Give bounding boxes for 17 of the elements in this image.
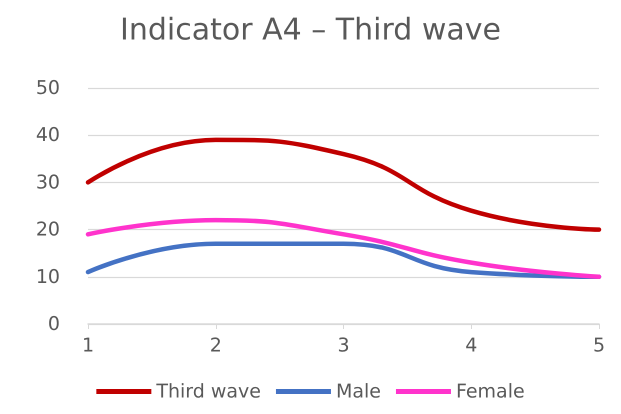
x-tick-label: 3 bbox=[337, 334, 350, 356]
x-tick-label: 5 bbox=[592, 334, 606, 356]
x-tick-label: 4 bbox=[465, 334, 478, 356]
x-tick-label: 1 bbox=[82, 334, 94, 356]
chart-title: Indicator A4 – Third wave bbox=[120, 12, 501, 48]
legend-label: Female bbox=[456, 380, 525, 402]
y-tick-label: 50 bbox=[36, 77, 60, 99]
y-tick-label: 0 bbox=[48, 313, 60, 335]
y-tick-label: 40 bbox=[36, 124, 60, 146]
x-tick-label: 2 bbox=[210, 334, 222, 356]
line-series bbox=[86, 218, 602, 280]
y-tick-label: 20 bbox=[36, 218, 60, 241]
y-tick-label: 30 bbox=[36, 171, 60, 194]
line-series bbox=[86, 138, 602, 232]
y-tick-label: 10 bbox=[36, 266, 60, 288]
legend-label: Male bbox=[336, 380, 381, 402]
legend-label: Third wave bbox=[155, 380, 261, 402]
